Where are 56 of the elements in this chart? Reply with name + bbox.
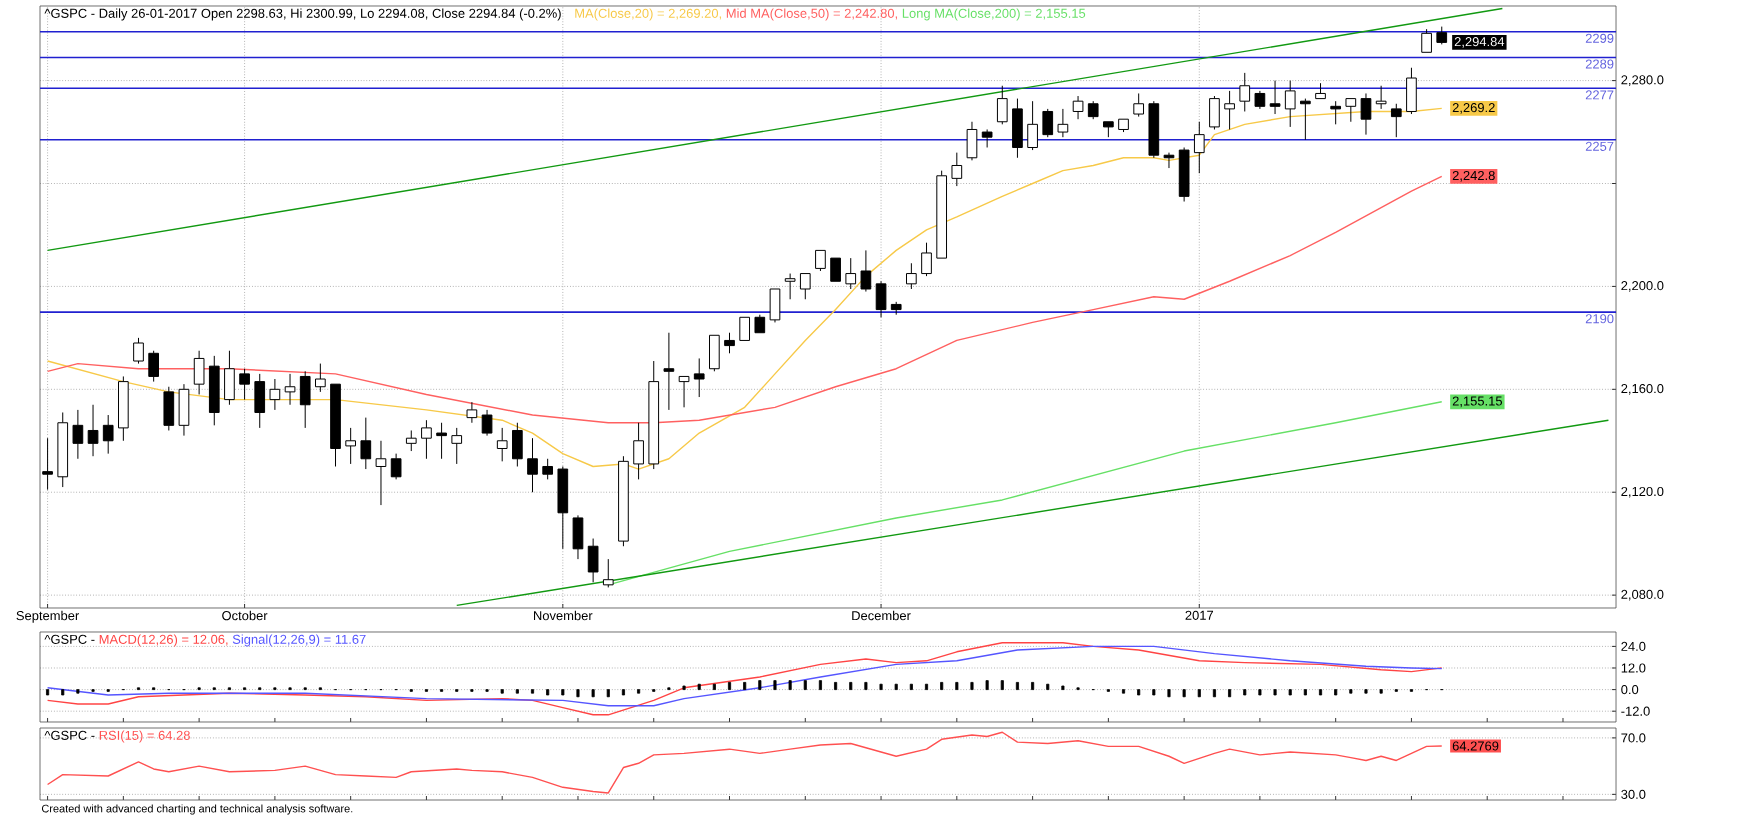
candlestick [845,257,857,290]
line-series [46,731,1443,794]
candlestick [875,280,887,318]
candlestick [72,409,84,460]
candlestick [57,411,69,488]
candlestick [284,373,296,406]
candlestick [1254,90,1266,110]
candlestick [1193,121,1205,174]
candlestick [118,375,129,442]
candlestick [1027,100,1038,151]
candlestick [633,422,644,480]
candlestick [208,355,220,426]
line-series [46,175,1443,424]
candlestick [224,350,235,406]
candlestick [981,128,993,148]
candlestick [648,360,660,470]
candlestick [663,332,675,411]
candlestick [1269,80,1281,115]
candlestick [784,273,796,300]
candlestick [1072,95,1084,120]
candlestick [299,370,311,429]
candlestick [42,437,53,491]
candlestick [1057,108,1069,138]
candlestick [906,262,917,290]
candlestick [466,401,478,424]
candlestick [693,357,705,398]
candlestick [360,417,372,470]
candlestick [102,414,114,455]
candlestick [269,378,281,411]
candlestick [481,409,493,437]
candlestick [527,437,538,493]
candlestick [496,427,508,462]
candlestick [345,427,357,465]
candlestick [390,453,402,480]
candlestick [178,383,190,437]
candlestick [860,249,872,293]
candlestick [951,152,963,187]
candlestick [1239,72,1251,112]
candlestick [1012,98,1023,159]
candlestick [375,440,387,506]
candlestick [1360,92,1372,136]
candlestick [315,363,326,393]
candlestick [87,404,99,457]
candlestick [1224,90,1235,130]
candlestick [572,514,584,560]
candlestick [1406,67,1417,115]
candlestick [587,538,599,583]
candlestick [1133,92,1145,118]
candlestick [405,429,417,452]
candlestick [1284,80,1296,128]
candlestick [1178,146,1190,203]
candlestick [436,422,447,460]
candlestick [1330,100,1342,125]
candlestick [618,455,629,547]
candlestick [966,121,978,161]
candlestick [193,350,205,395]
